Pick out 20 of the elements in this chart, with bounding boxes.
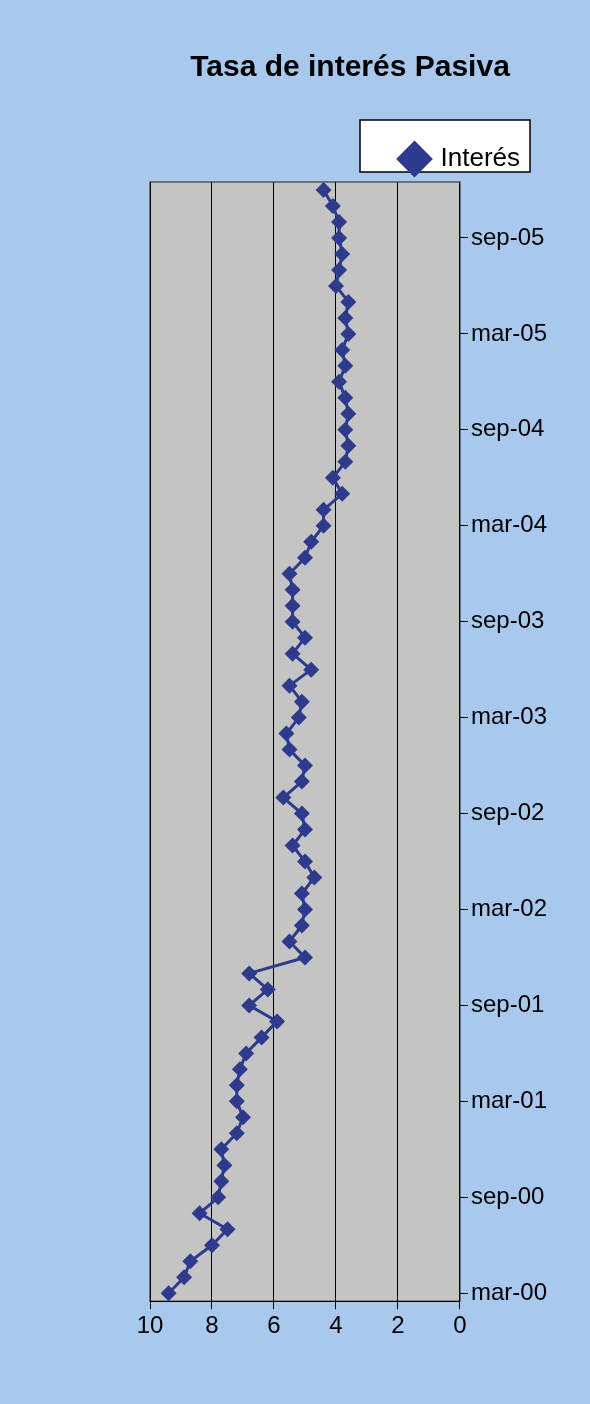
y-tick-label: sep-01 bbox=[470, 990, 545, 1018]
y-tick-label: mar-02 bbox=[470, 894, 548, 922]
y-tick-label: mar-05 bbox=[470, 318, 548, 346]
x-tick-label: 10 bbox=[136, 1311, 164, 1339]
chart-title: Tasa de interés Pasiva bbox=[190, 49, 511, 83]
y-tick-label: sep-05 bbox=[470, 222, 545, 250]
y-tick-label: sep-02 bbox=[470, 798, 545, 826]
x-tick-label: 0 bbox=[453, 1311, 467, 1339]
x-tick-label: 2 bbox=[391, 1311, 405, 1339]
y-tick-label: mar-01 bbox=[470, 1085, 548, 1113]
y-tick-label: mar-00 bbox=[470, 1277, 548, 1305]
y-tick-label: mar-04 bbox=[470, 510, 548, 538]
y-tick-label: mar-03 bbox=[470, 702, 548, 730]
y-tick-label: sep-00 bbox=[470, 1181, 545, 1209]
x-tick-label: 6 bbox=[267, 1311, 281, 1339]
y-tick-label: sep-03 bbox=[470, 606, 545, 634]
x-tick-label: 4 bbox=[329, 1311, 343, 1339]
x-tick-label: 8 bbox=[205, 1311, 219, 1339]
legend-label: Interés bbox=[440, 142, 521, 173]
y-tick-label: sep-04 bbox=[470, 414, 545, 442]
